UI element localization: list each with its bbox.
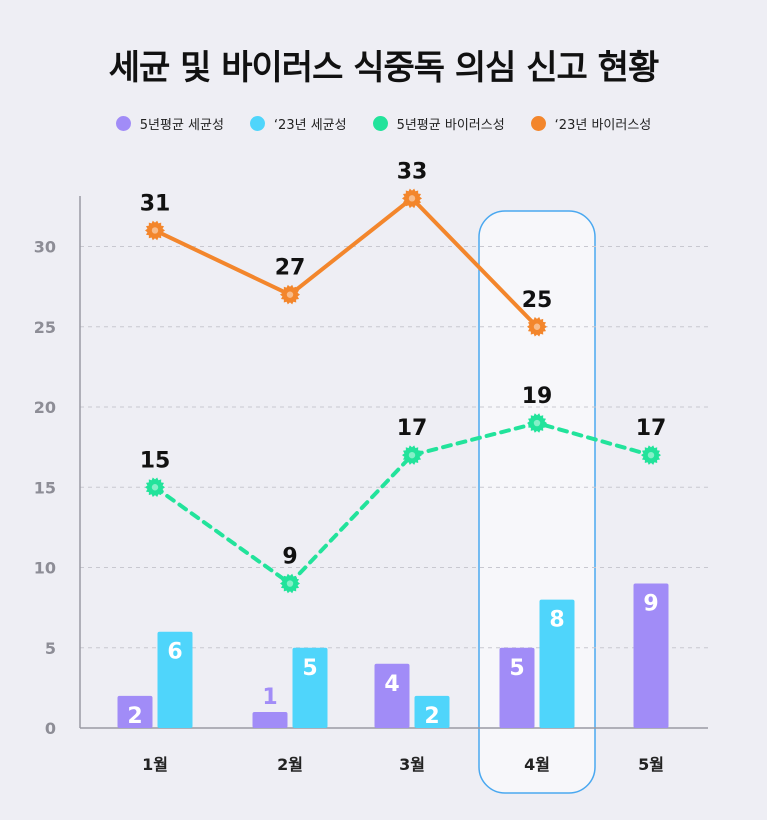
bar-value-label: 4: [384, 672, 399, 697]
legend-swatch: [530, 116, 546, 131]
legend-label: ‘23년 세균성: [273, 118, 347, 133]
data-point: [280, 284, 300, 305]
bar-value-label: 6: [167, 640, 182, 665]
point-value-label: 33: [397, 159, 428, 184]
bar: [633, 583, 669, 728]
data-point: [527, 413, 547, 433]
bar-value-label: 2: [127, 704, 142, 729]
bar: [499, 647, 535, 728]
point-value-label: 15: [140, 448, 171, 473]
legend: 5년평균 세균성 ‘23년 세균성 5년평균 바이러스성 ‘23년 바이러스성: [0, 114, 767, 133]
legend-swatch: [249, 116, 265, 131]
data-point: [402, 188, 422, 209]
legend-item: ‘23년 바이러스성: [530, 114, 652, 133]
point-value-label: 19: [522, 384, 553, 409]
bar-value-label: 5: [509, 656, 524, 681]
point-center: [647, 451, 655, 459]
legend-label: 5년평균 세균성: [139, 118, 224, 133]
point-value-label: 25: [522, 288, 553, 313]
data-point: [145, 220, 165, 241]
chart-title: 세균 및 바이러스 식중독 의심 신고 현황: [108, 48, 660, 88]
series-line: [153, 196, 539, 329]
x-tick-label: 1월: [142, 755, 168, 774]
legend-swatch: [115, 116, 131, 131]
bar-value-label: 5: [302, 656, 317, 681]
data-point: [145, 477, 165, 497]
bar: [374, 663, 410, 728]
data-point: [527, 317, 547, 337]
bar: [117, 695, 153, 728]
point-center: [286, 291, 294, 298]
point-value-label: 17: [397, 416, 428, 441]
bar: [157, 631, 193, 728]
legend-swatch: [372, 116, 388, 131]
bar: [252, 711, 288, 728]
data-point: [280, 573, 300, 594]
y-tick-label: 20: [34, 398, 56, 417]
point-center: [408, 451, 416, 459]
data-point: [641, 445, 661, 465]
point-center: [151, 227, 159, 234]
point-center: [408, 195, 416, 202]
point-value-label: 9: [282, 545, 297, 570]
bar-value-label: 2: [424, 704, 439, 729]
legend-label: 5년평균 바이러스성: [396, 118, 505, 133]
bar-value-label: 8: [549, 608, 564, 633]
legend-item: 5년평균 세균성: [115, 114, 224, 133]
y-tick-label: 5: [45, 639, 56, 658]
bar: [414, 695, 450, 728]
legend-item: 5년평균 바이러스성: [372, 114, 505, 133]
series-line: [153, 421, 653, 586]
bar-value-label: 1: [262, 685, 277, 710]
x-tick-label: 3월: [399, 755, 425, 774]
bar: [539, 599, 575, 728]
x-tick-label: 5월: [638, 755, 664, 774]
point-value-label: 31: [140, 191, 171, 216]
point-value-label: 17: [636, 416, 667, 441]
point-center: [151, 484, 159, 491]
y-tick-label: 0: [45, 719, 56, 738]
y-tick-label: 25: [34, 318, 56, 337]
y-tick-label: 30: [34, 238, 56, 257]
x-tick-label: 4월: [524, 755, 550, 774]
legend-item: ‘23년 세균성: [249, 114, 347, 133]
point-value-label: 27: [275, 256, 306, 281]
legend-label: ‘23년 바이러스성: [554, 118, 652, 133]
bar-value-label: 9: [643, 592, 658, 617]
bar: [292, 647, 328, 728]
point-center: [533, 419, 541, 427]
y-tick-label: 10: [34, 559, 56, 578]
point-center: [533, 323, 541, 330]
y-tick-label: 15: [34, 478, 56, 497]
x-tick-label: 2월: [277, 755, 303, 774]
data-point: [402, 445, 422, 465]
point-center: [286, 580, 294, 587]
